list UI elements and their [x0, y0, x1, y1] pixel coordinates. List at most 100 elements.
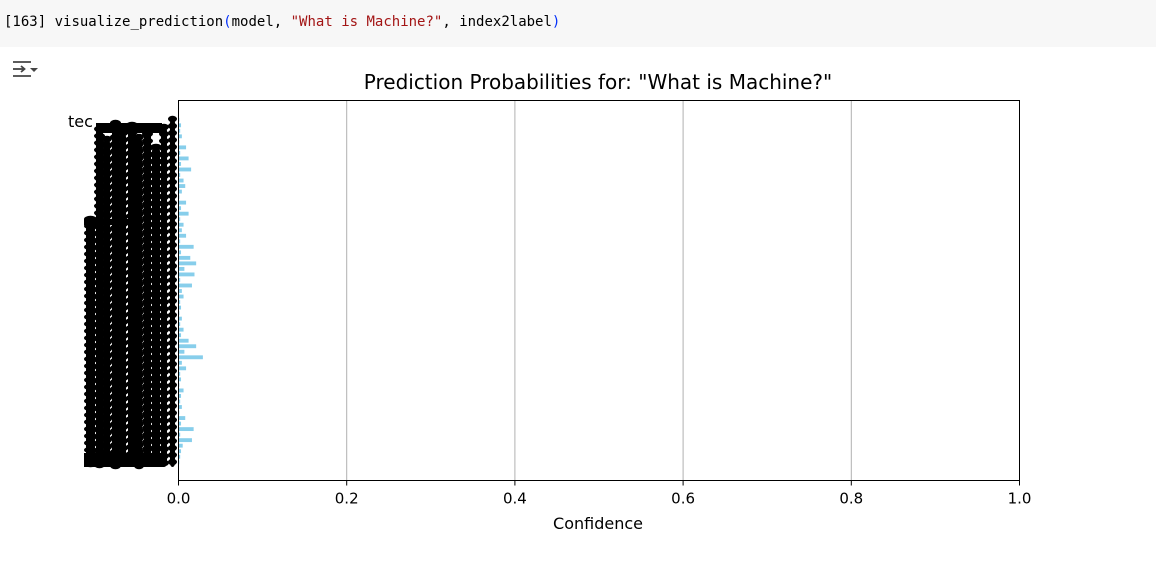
- code-line[interactable]: [163] visualize_prediction(model, "What …: [4, 13, 560, 31]
- label-ink-glyph: [102, 198, 112, 206]
- label-ink-glyph: [84, 446, 97, 454]
- label-ink-glyph: [102, 240, 112, 248]
- label-ink-glyph: [94, 265, 105, 273]
- label-ink-glyph: [84, 348, 97, 356]
- label-ink-glyph: [168, 269, 177, 277]
- code-string-arg: "What is Machine?": [290, 14, 443, 30]
- label-ink-glyph: [110, 287, 121, 295]
- label-ink-glyph: [94, 139, 105, 147]
- label-ink-glyph: [102, 191, 112, 199]
- label-ink-glyph: [84, 369, 97, 377]
- label-ink-glyph: [134, 133, 144, 141]
- bar: [178, 134, 182, 139]
- label-ink-glyph: [159, 256, 169, 264]
- label-ink-glyph: [134, 378, 144, 386]
- label-ink-band: [84, 219, 136, 225]
- label-ink-glyph: [168, 283, 177, 291]
- label-ink-glyph: [102, 387, 112, 395]
- bar: [178, 167, 192, 172]
- label-ink-glyph: [118, 339, 128, 347]
- label-ink-glyph: [94, 363, 105, 371]
- label-ink-glyph: [142, 137, 153, 145]
- label-ink-glyph: [94, 377, 105, 385]
- label-ink-glyph: [150, 311, 162, 319]
- label-ink-glyph: [134, 280, 144, 288]
- x-tick-label: 0.8: [839, 490, 863, 508]
- label-ink-glyph: [102, 436, 112, 444]
- label-ink-glyph: [168, 150, 177, 158]
- output-toggle-icon[interactable]: [10, 58, 40, 82]
- label-ink-glyph: [118, 346, 128, 354]
- label-ink-glyph: [118, 360, 128, 368]
- label-ink-glyph: [159, 193, 169, 201]
- label-ink-glyph: [134, 385, 144, 393]
- output-area: Prediction Probabilities for: "What is M…: [0, 47, 1156, 563]
- bar: [178, 360, 182, 365]
- label-ink-glyph: [110, 399, 121, 407]
- label-ink-glyph: [94, 300, 105, 308]
- overlapping-category-labels: [84, 115, 177, 470]
- code-cell-input[interactable]: [163] visualize_prediction(model, "What …: [0, 0, 1156, 47]
- label-ink-glyph: [118, 157, 128, 165]
- code-function-name: visualize_prediction: [54, 14, 224, 30]
- label-ink-glyph: [159, 186, 169, 194]
- label-ink-glyph: [94, 307, 105, 315]
- label-ink-glyph: [118, 290, 128, 298]
- label-ink-glyph: [84, 397, 97, 405]
- bar: [178, 371, 181, 376]
- label-ink-glyph: [168, 395, 177, 403]
- label-ink-glyph: [159, 165, 169, 173]
- label-ink-glyph: [159, 151, 169, 159]
- bar: [178, 427, 194, 432]
- label-ink-glyph: [168, 311, 177, 319]
- label-ink-glyph: [150, 297, 162, 305]
- label-ink-glyph: [84, 362, 97, 370]
- bar: [178, 349, 185, 354]
- label-ink-glyph: [150, 199, 162, 207]
- label-ink-glyph: [110, 203, 121, 211]
- label-ink-glyph: [110, 441, 121, 449]
- label-ink-glyph: [110, 238, 121, 246]
- label-ink-glyph: [84, 229, 97, 237]
- label-ink-glyph: [102, 135, 112, 143]
- label-ink-glyph: [110, 301, 121, 309]
- label-ink-glyph: [118, 430, 128, 438]
- label-ink-glyph: [168, 255, 177, 263]
- label-ink-glyph: [94, 412, 105, 420]
- bar: [178, 145, 187, 150]
- label-ink-glyph: [110, 245, 121, 253]
- label-ink-glyph: [150, 360, 162, 368]
- label-ink-glyph: [94, 321, 105, 329]
- code-arg-model: model,: [231, 14, 291, 30]
- plot-area-frame: [178, 100, 1020, 481]
- label-ink-glyph: [84, 299, 97, 307]
- label-ink-glyph: [168, 241, 177, 249]
- label-ink-glyph: [110, 427, 121, 435]
- label-ink-glyph: [118, 444, 128, 452]
- label-ink-glyph: [168, 430, 177, 438]
- label-ink-glyph: [102, 226, 112, 234]
- label-ink-glyph: [102, 303, 112, 311]
- label-ink-glyph: [150, 416, 162, 424]
- label-ink-glyph: [118, 332, 128, 340]
- label-ink-glyph: [159, 291, 169, 299]
- label-ink-glyph: [159, 228, 169, 236]
- label-ink-glyph: [94, 426, 105, 434]
- label-ink-glyph: [118, 367, 128, 375]
- label-ink-glyph: [94, 447, 105, 455]
- label-ink-glyph: [102, 317, 112, 325]
- label-ink-glyph: [168, 290, 177, 298]
- label-ink-glyph: [102, 163, 112, 171]
- label-ink-glyph: [159, 445, 169, 453]
- label-ink-glyph: [84, 376, 97, 384]
- label-ink-glyph: [118, 402, 128, 410]
- label-ink-glyph: [102, 254, 112, 262]
- label-ink-glyph: [102, 156, 112, 164]
- label-ink-glyph: [94, 181, 105, 189]
- label-ink-glyph: [159, 417, 169, 425]
- x-tick-label: 0.0: [167, 490, 191, 508]
- label-ink-glyph: [110, 147, 121, 155]
- label-ink-glyph: [159, 368, 169, 376]
- bar: [178, 239, 181, 244]
- bar: [178, 327, 184, 332]
